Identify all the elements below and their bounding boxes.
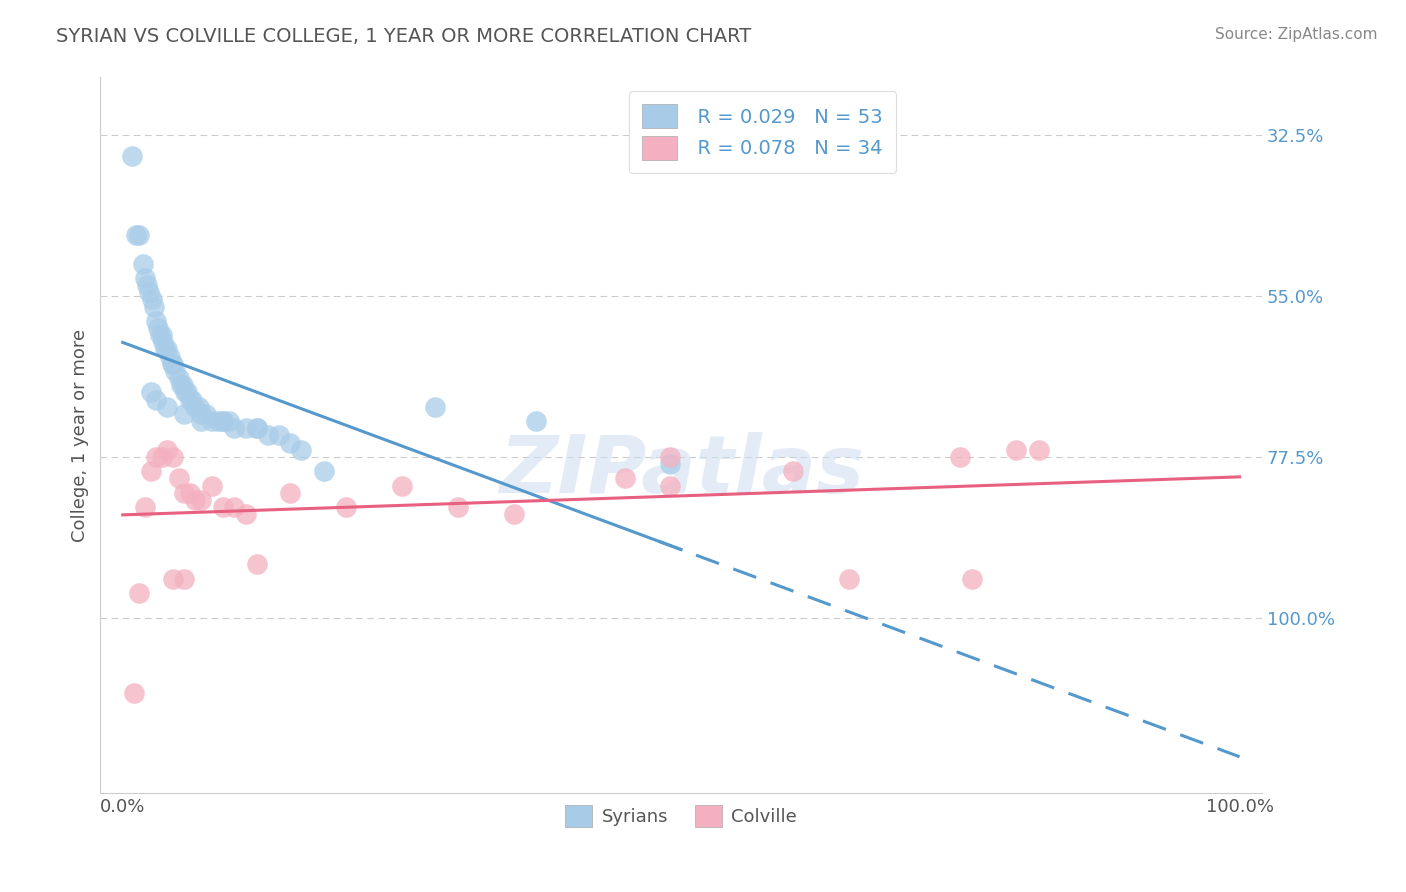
Point (139, 464, 162, 478)
Point (128, 586, 150, 600)
Legend: Syrians, Colville: Syrians, Colville (558, 798, 804, 834)
Point (184, 400, 207, 414)
Point (179, 392, 201, 407)
Point (658, 457, 681, 471)
Point (190, 492, 212, 507)
Point (173, 485, 195, 500)
Point (150, 450, 173, 464)
Point (524, 414, 547, 428)
Point (167, 371, 190, 385)
Point (838, 572, 860, 586)
Point (960, 572, 983, 586)
Point (125, 227, 148, 242)
Point (145, 450, 167, 464)
Point (122, 686, 145, 700)
Point (138, 285, 160, 300)
Point (121, 149, 143, 163)
Point (134, 271, 156, 285)
Point (1005, 442, 1028, 457)
Point (267, 428, 290, 442)
Point (173, 572, 195, 586)
Point (224, 500, 246, 514)
Point (290, 442, 312, 457)
Point (152, 335, 174, 350)
Point (148, 328, 170, 343)
Point (425, 400, 447, 414)
Point (614, 471, 637, 485)
Point (190, 407, 212, 421)
Point (658, 450, 681, 464)
Point (246, 421, 269, 435)
Point (132, 256, 155, 270)
Point (312, 464, 335, 478)
Point (235, 421, 257, 435)
Point (335, 500, 357, 514)
Point (150, 328, 173, 343)
Point (190, 414, 212, 428)
Point (212, 500, 235, 514)
Point (782, 464, 804, 478)
Point (172, 378, 194, 392)
Point (159, 350, 181, 364)
Point (170, 378, 193, 392)
Point (201, 414, 224, 428)
Point (181, 392, 204, 407)
Point (145, 314, 167, 328)
Point (187, 400, 209, 414)
Point (141, 293, 163, 307)
Text: ZIPatlas: ZIPatlas (499, 433, 863, 510)
Point (1028, 442, 1050, 457)
Point (136, 278, 159, 293)
Point (162, 572, 184, 586)
Point (165, 364, 187, 378)
Point (174, 385, 197, 400)
Point (153, 343, 176, 357)
Point (145, 392, 167, 407)
Point (447, 500, 470, 514)
Point (246, 558, 269, 572)
Point (162, 450, 184, 464)
Point (156, 400, 179, 414)
Point (246, 421, 269, 435)
Point (156, 442, 179, 457)
Point (658, 478, 681, 492)
Point (257, 428, 280, 442)
Point (162, 357, 184, 371)
Text: Source: ZipAtlas.com: Source: ZipAtlas.com (1215, 27, 1378, 42)
Point (173, 407, 195, 421)
Point (148, 321, 170, 335)
Point (218, 414, 240, 428)
Point (201, 478, 224, 492)
Point (212, 414, 235, 428)
Point (278, 485, 301, 500)
Point (391, 478, 413, 492)
Point (224, 421, 246, 435)
Point (502, 507, 524, 521)
Point (176, 385, 198, 400)
Point (235, 507, 257, 521)
Point (134, 500, 156, 514)
Point (179, 485, 201, 500)
Point (195, 407, 218, 421)
Point (184, 492, 207, 507)
Point (949, 450, 972, 464)
Text: SYRIAN VS COLVILLE COLLEGE, 1 YEAR OR MORE CORRELATION CHART: SYRIAN VS COLVILLE COLLEGE, 1 YEAR OR MO… (56, 27, 751, 45)
Point (160, 357, 183, 371)
Point (139, 385, 162, 400)
Y-axis label: College, 1 year or more: College, 1 year or more (72, 329, 89, 542)
Point (143, 300, 166, 314)
Point (278, 435, 301, 450)
Point (207, 414, 229, 428)
Point (156, 343, 179, 357)
Point (212, 414, 235, 428)
Point (167, 471, 190, 485)
Point (128, 227, 150, 242)
